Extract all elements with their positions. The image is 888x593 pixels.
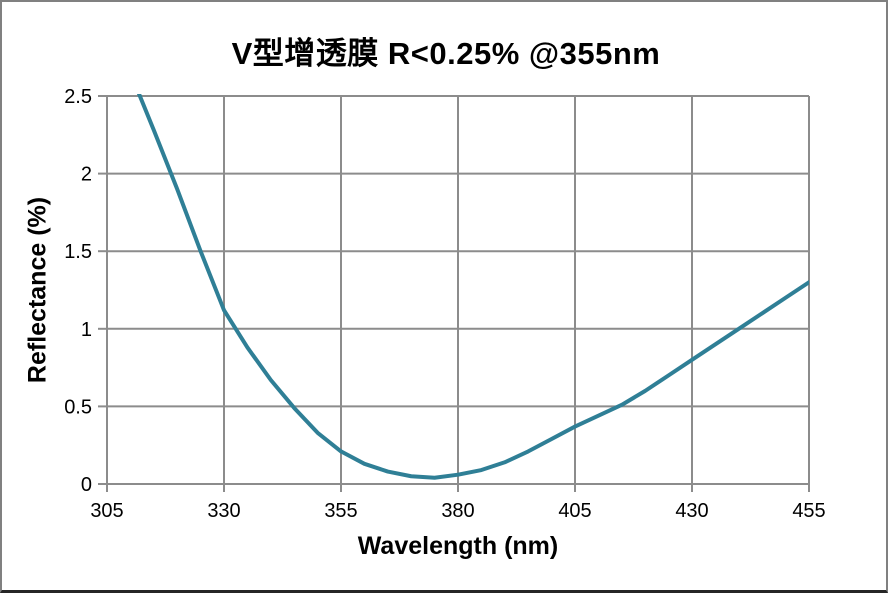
x-tick-label: 305 bbox=[90, 500, 123, 522]
x-tick-label: 355 bbox=[324, 500, 357, 522]
x-axis-title: Wavelength (nm) bbox=[357, 532, 559, 560]
x-tick-label: 430 bbox=[675, 500, 708, 522]
x-tick-label: 380 bbox=[441, 500, 474, 522]
x-tick-label: 455 bbox=[792, 500, 825, 522]
series-line-reflectance bbox=[136, 94, 809, 480]
y-tick-label: 2 bbox=[81, 164, 92, 186]
y-tick-label: 1.5 bbox=[64, 241, 92, 263]
y-tick-label: 0.5 bbox=[64, 396, 92, 418]
x-tick-label: 330 bbox=[207, 500, 240, 522]
y-tick-label: 1 bbox=[81, 319, 92, 341]
chart-title: V型增透膜 R<0.25% @355nm bbox=[231, 36, 661, 71]
x-tick-label: 405 bbox=[558, 500, 591, 522]
y-tick-label: 2.5 bbox=[64, 86, 92, 108]
y-tick-label: 0 bbox=[81, 474, 92, 496]
